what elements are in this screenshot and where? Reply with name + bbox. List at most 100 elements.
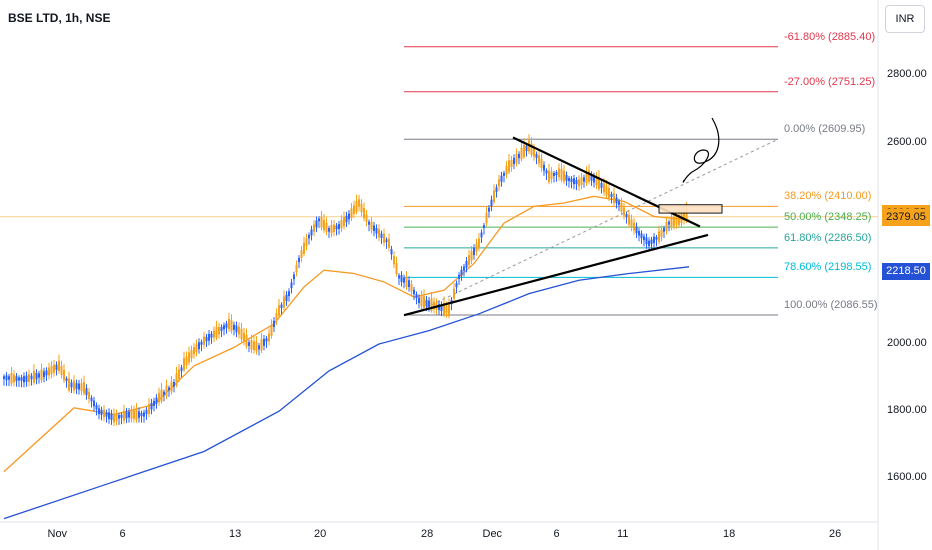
fib-trend-dashed-line (409, 138, 779, 316)
candle-body (283, 296, 285, 308)
candle-body (678, 214, 680, 225)
candle-body (675, 216, 678, 225)
candle-body (225, 323, 228, 328)
candle-body (55, 364, 58, 370)
candle-body (218, 326, 220, 335)
candle-body (473, 248, 475, 256)
candle-body (290, 282, 293, 289)
candle-body (548, 170, 550, 182)
candle-body (93, 400, 95, 407)
chart-title: BSE LTD, 1h, NSE (8, 11, 111, 25)
candle-body (78, 383, 80, 390)
candle-body (98, 408, 100, 415)
candle-body (650, 239, 653, 244)
candle-body (373, 225, 375, 231)
candle-body (660, 229, 663, 237)
candle-body (280, 304, 283, 308)
candle-body (50, 365, 53, 375)
candle-body (408, 280, 410, 287)
candle-body (365, 214, 368, 222)
candle-body (268, 333, 270, 342)
candle-body (198, 342, 200, 350)
candle-body (108, 412, 110, 420)
candle-body (430, 298, 433, 311)
candle-body (105, 412, 108, 417)
candle-body (255, 341, 258, 352)
candle-body (323, 219, 325, 230)
candle-body (630, 219, 633, 228)
candle-body (560, 168, 563, 181)
candle-body (123, 410, 125, 421)
candle-body (620, 202, 623, 212)
candle-body (493, 190, 495, 203)
candle-body (295, 264, 298, 273)
fib-level-label: -61.80% (2885.40) (784, 30, 876, 43)
fib-level-label: -27.00% (2751.25) (784, 75, 876, 88)
candle-body (110, 413, 113, 420)
candle-body (200, 341, 203, 345)
y-tick-label: 1600.00 (887, 471, 927, 484)
candle-body (555, 172, 558, 176)
candle-body (615, 197, 618, 204)
candle-body (668, 221, 670, 225)
candle-body (535, 154, 538, 158)
candle-body (195, 344, 198, 353)
candle-body (3, 376, 5, 379)
candle-body (498, 179, 500, 187)
candle-body (8, 376, 10, 380)
candle-body (375, 227, 378, 234)
candle-body (338, 224, 340, 230)
candle-body (143, 412, 145, 417)
candle-body (440, 304, 443, 311)
candle-body (643, 236, 645, 241)
candle-body (115, 413, 118, 421)
candle-body (223, 325, 225, 330)
candle-body (550, 171, 553, 180)
x-tick-label: 6 (119, 528, 126, 540)
candle-body (420, 296, 423, 307)
candle-body (585, 172, 588, 184)
candle-body (415, 294, 418, 299)
candle-body (303, 242, 305, 254)
candle-body (635, 226, 638, 234)
candle-body (183, 358, 185, 371)
x-tick-label: 28 (421, 528, 434, 540)
candle-body (148, 404, 150, 414)
candle-body (385, 239, 388, 243)
candle-body (580, 177, 583, 186)
candle-body (315, 220, 318, 228)
candle-body (363, 208, 365, 219)
candle-body (58, 360, 60, 372)
candle-body (85, 388, 88, 395)
price-badge: 2218.50 (882, 262, 930, 280)
candle-body (228, 318, 230, 329)
candle-body (578, 179, 580, 187)
candle-body (70, 382, 73, 388)
candle-body (488, 207, 490, 212)
candle-body (343, 216, 345, 227)
candle-body (100, 409, 103, 415)
candle-body (545, 170, 548, 174)
candle-body (118, 415, 120, 419)
candle-body (25, 375, 28, 382)
candle-body (350, 208, 353, 218)
candle-body (90, 397, 93, 402)
candle-body (170, 381, 173, 392)
fib-level-label: 50.00% (2348.25) (784, 211, 872, 224)
candle-body (378, 229, 380, 238)
candle-body (495, 187, 498, 192)
candle-body (340, 219, 343, 229)
candle-body (670, 217, 673, 228)
fib-level-label: 61.80% (2286.50) (784, 231, 872, 244)
candle-body (588, 170, 590, 182)
currency-button[interactable]: INR (885, 5, 925, 33)
candle-body (558, 168, 560, 178)
candle-body (538, 155, 540, 164)
candle-body (433, 301, 435, 310)
fib-level-label: 78.60% (2198.55) (784, 261, 872, 274)
candle-body (633, 222, 635, 231)
candle-body (485, 212, 488, 224)
candle-body (533, 148, 535, 157)
candle-body (193, 347, 195, 355)
